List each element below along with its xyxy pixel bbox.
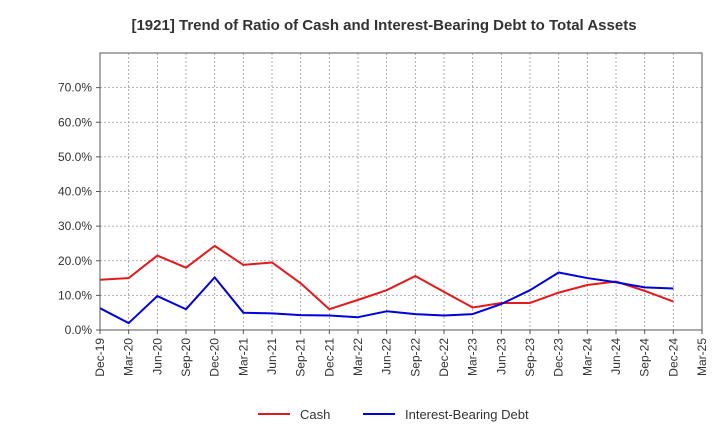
x-tick-label: Dec-19 [93, 338, 107, 377]
x-tick-label: Sep-24 [638, 338, 652, 377]
x-tick-label: Mar-20 [122, 338, 136, 376]
x-tick-label: Dec-23 [552, 338, 566, 377]
x-tick-label: Mar-22 [351, 338, 365, 376]
x-tick-label: Sep-23 [523, 338, 537, 377]
x-tick-label: Jun-20 [150, 338, 164, 375]
y-tick-label: 10.0% [58, 288, 92, 302]
y-tick-label: 40.0% [58, 185, 92, 199]
y-tick-label: 0.0% [65, 323, 93, 337]
y-tick-label: 60.0% [58, 115, 92, 129]
x-tick-label: Mar-25 [695, 338, 709, 376]
x-tick-label: Dec-22 [437, 338, 451, 377]
x-tick-label: Mar-21 [236, 338, 250, 376]
y-tick-label: 70.0% [58, 81, 92, 95]
legend-label: Cash [300, 407, 330, 422]
legend-label: Interest-Bearing Debt [405, 407, 529, 422]
x-tick-label: Sep-21 [294, 338, 308, 377]
x-tick-label: Dec-21 [322, 338, 336, 377]
grid [100, 53, 702, 330]
y-tick-label: 50.0% [58, 150, 92, 164]
y-tick-label: 30.0% [58, 219, 92, 233]
x-tick-label: Jun-23 [494, 338, 508, 375]
x-tick-label: Sep-20 [179, 338, 193, 377]
x-tick-label: Mar-23 [466, 338, 480, 376]
x-tick-label: Jun-21 [265, 338, 279, 375]
chart-title: [1921] Trend of Ratio of Cash and Intere… [131, 17, 636, 34]
x-tick-label: Mar-24 [580, 338, 594, 376]
y-tick-label: 20.0% [58, 254, 92, 268]
x-tick-label: Dec-24 [666, 338, 680, 377]
legend: Cash Interest-Bearing Debt [258, 407, 529, 422]
x-tick-label: Dec-20 [208, 338, 222, 377]
x-tick-label: Jun-24 [609, 338, 623, 375]
axes: 0.0% 10.0% 20.0% 30.0% 40.0% 50.0% 60.0% 70.0% D… [58, 52, 709, 377]
x-tick-label: Jun-22 [380, 338, 394, 375]
x-tick-label: Sep-22 [408, 338, 422, 377]
